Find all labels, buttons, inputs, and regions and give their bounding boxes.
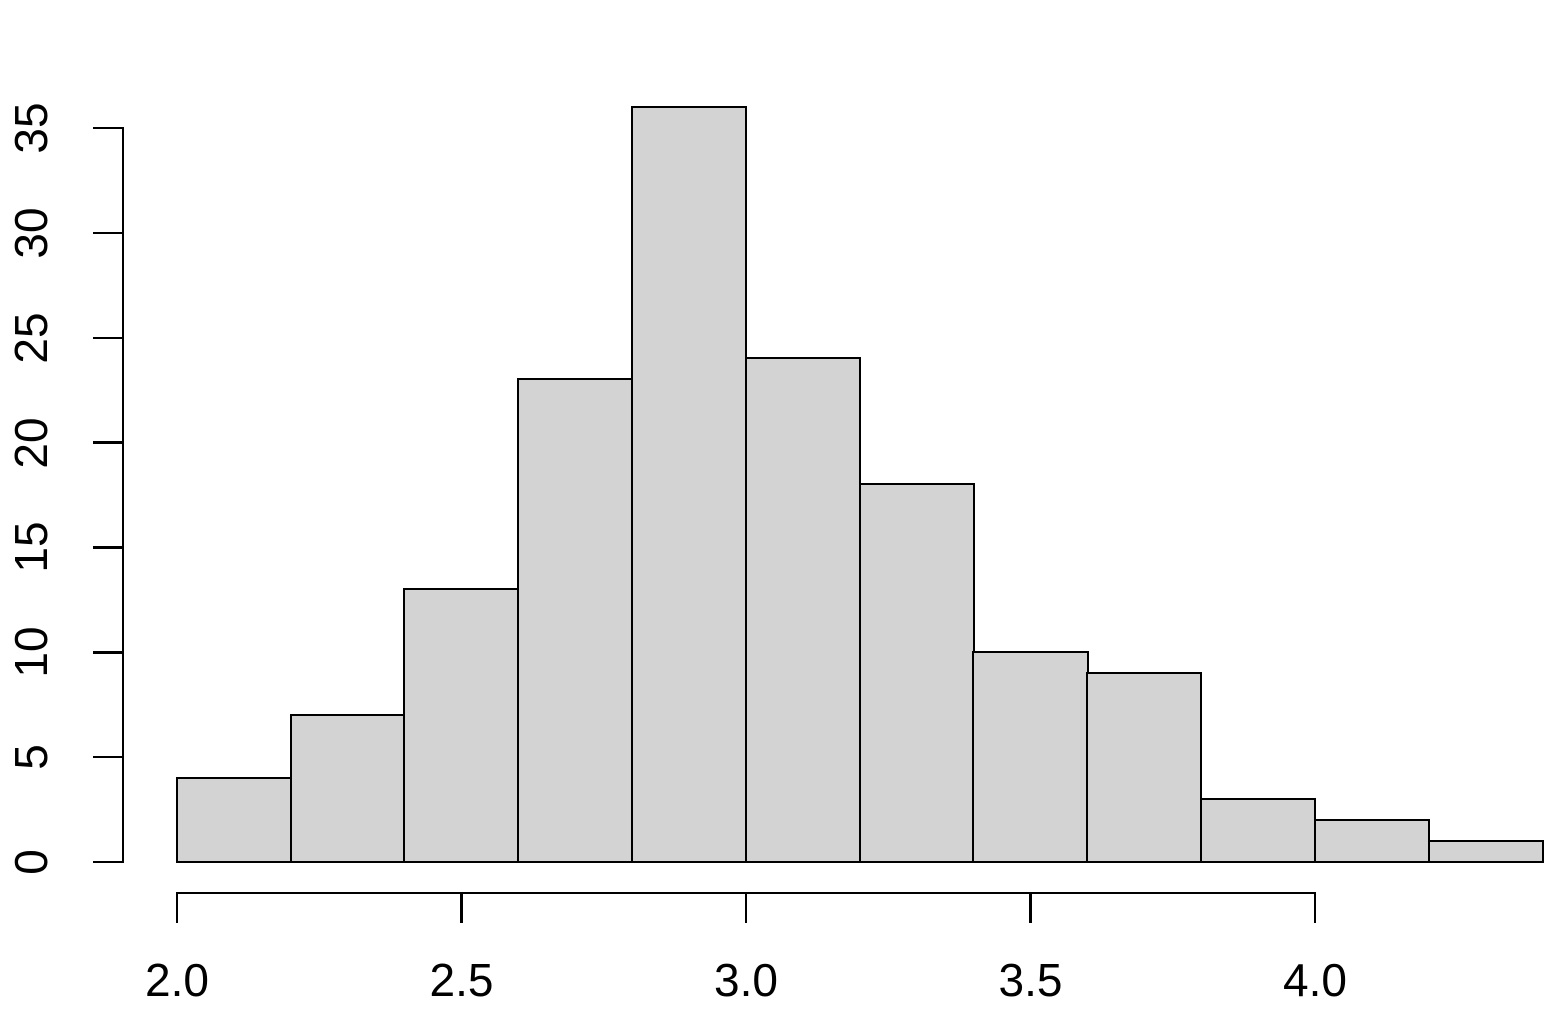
histogram-bar — [1199, 797, 1317, 864]
histogram-bar — [1086, 672, 1203, 864]
y-axis-tick — [93, 755, 123, 759]
y-axis-tick-label: 30 — [5, 207, 57, 259]
y-axis-tick-label: 25 — [5, 312, 57, 364]
histogram-bar — [630, 105, 748, 864]
histogram-bar — [1313, 818, 1431, 864]
histogram-bar — [858, 483, 975, 864]
y-axis-tick — [93, 546, 123, 549]
y-axis-tick-label: 20 — [5, 417, 57, 469]
x-axis-tick — [1313, 893, 1317, 923]
histogram-bar — [972, 651, 1089, 864]
y-axis-tick-label: 0 — [5, 849, 57, 875]
x-axis-tick-label: 2.0 — [145, 954, 209, 1006]
x-axis-tick — [460, 893, 463, 923]
x-axis-tick-label: 4.0 — [1283, 954, 1347, 1006]
histogram-bar — [175, 776, 293, 864]
x-axis-tick — [175, 893, 179, 923]
y-axis-tick — [93, 336, 123, 339]
x-axis-tick-label: 2.5 — [429, 954, 494, 1006]
histogram-bar — [517, 378, 634, 864]
x-axis-tick — [744, 893, 748, 923]
histogram-bar — [403, 588, 520, 864]
x-axis-tick — [1029, 893, 1032, 923]
y-axis-tick — [93, 126, 123, 130]
y-axis-line — [121, 126, 125, 864]
histogram-bar — [744, 357, 862, 864]
y-axis-tick — [93, 860, 123, 864]
histogram-bar — [1427, 839, 1544, 864]
x-axis-tick-label: 3.0 — [714, 954, 778, 1006]
y-axis-tick-label: 10 — [5, 626, 57, 678]
y-axis-tick-label: 15 — [5, 521, 57, 574]
y-axis-tick-label: 35 — [5, 102, 57, 154]
y-axis-tick — [93, 651, 123, 654]
y-axis-tick — [93, 441, 123, 444]
y-axis-tick-label: 5 — [5, 744, 57, 770]
y-axis-tick — [93, 231, 123, 235]
histogram-bar — [289, 713, 406, 864]
x-axis-tick-label: 3.5 — [998, 954, 1063, 1006]
